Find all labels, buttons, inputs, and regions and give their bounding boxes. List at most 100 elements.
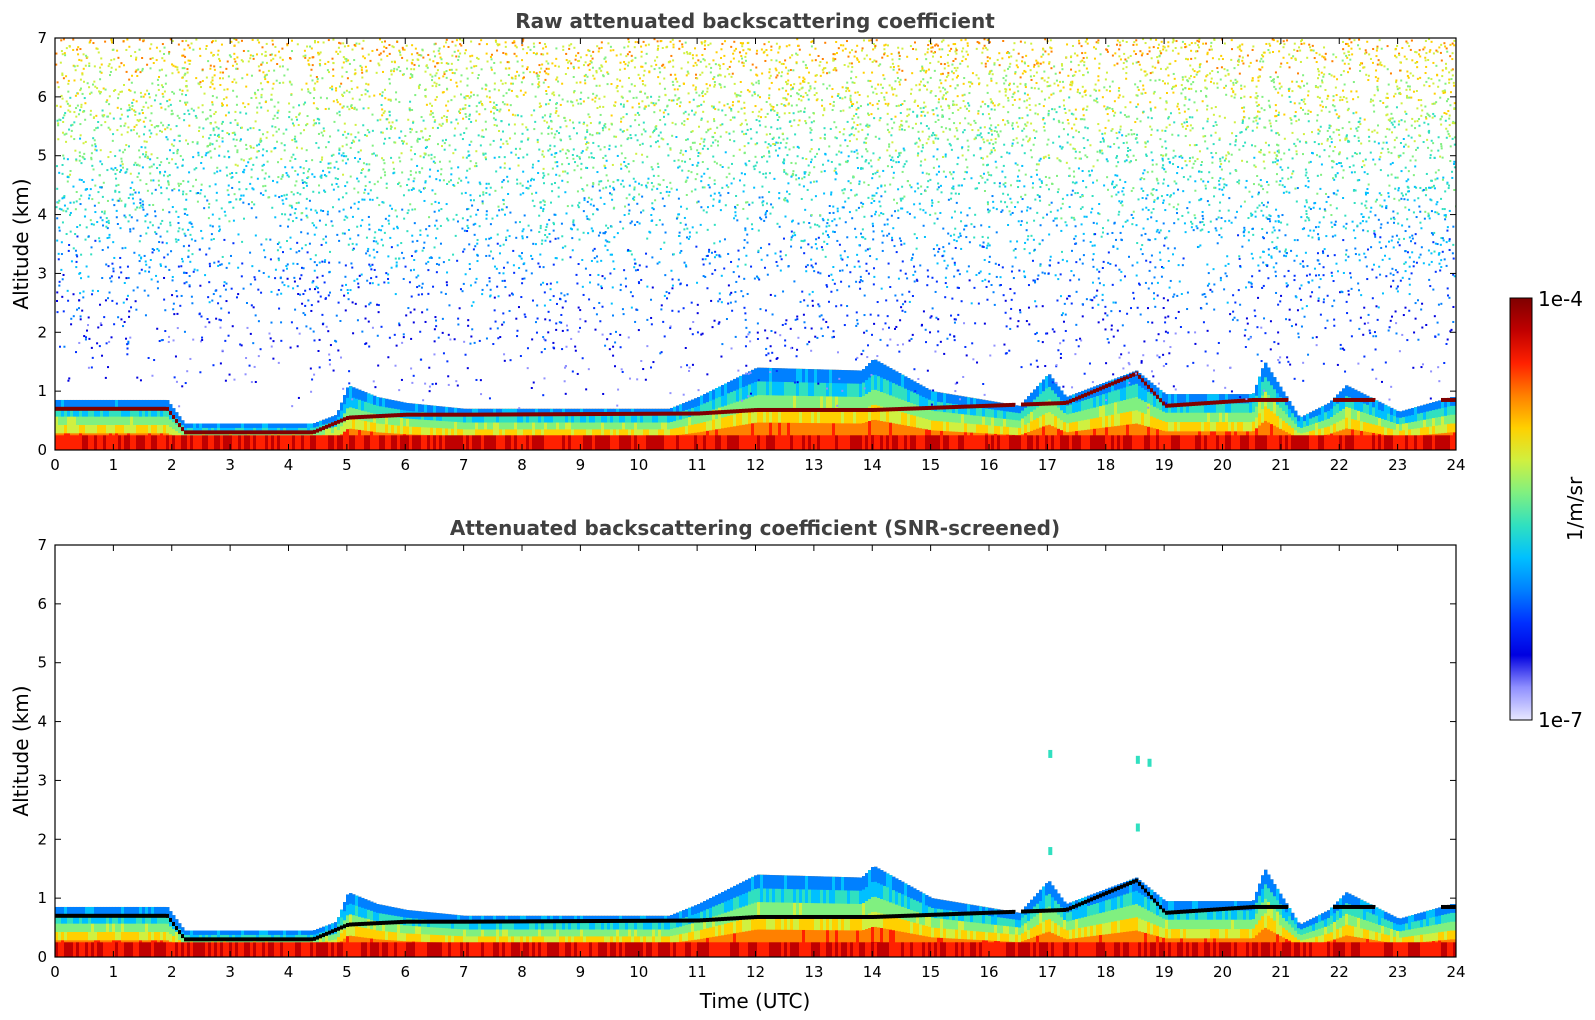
- layer-band: [1198, 403, 1202, 414]
- noise-speck: [479, 100, 482, 103]
- layer-band: [1039, 427, 1043, 440]
- cloud-base-mark: [676, 411, 680, 416]
- layer-band: [1069, 422, 1073, 433]
- layer-band: [760, 395, 764, 410]
- noise-speck: [485, 213, 488, 216]
- layer-band: [514, 415, 518, 424]
- surface-band: [1408, 435, 1412, 450]
- cloud-base-mark: [391, 413, 395, 418]
- layer-band: [622, 415, 626, 424]
- noise-speck: [1354, 253, 1357, 256]
- noise-speck: [317, 146, 320, 149]
- layer-band: [1123, 425, 1127, 439]
- layer-band: [1294, 430, 1298, 438]
- cloud-base-mark: [730, 409, 734, 414]
- noise-speck: [1141, 52, 1144, 55]
- layer-band: [172, 408, 176, 416]
- surface-band: [1411, 435, 1415, 450]
- surface-band: [958, 435, 962, 450]
- noise-speck: [69, 173, 72, 176]
- layer-band: [1096, 417, 1100, 429]
- noise-speck: [1062, 320, 1065, 323]
- noise-speck: [1064, 221, 1067, 224]
- layer-band: [844, 410, 848, 424]
- layer-band: [871, 405, 875, 421]
- layer-band: [1153, 385, 1157, 397]
- noise-speck: [809, 150, 812, 153]
- layer-band: [466, 422, 470, 430]
- layer-band: [1231, 412, 1235, 423]
- cloud-base-mark: [310, 430, 314, 435]
- layer-band: [916, 383, 920, 395]
- layer-band: [736, 401, 740, 415]
- layer-band: [73, 399, 77, 409]
- noise-speck: [937, 118, 940, 121]
- noise-speck: [535, 331, 538, 334]
- layer-band: [142, 424, 146, 434]
- layer-band: [1291, 427, 1295, 436]
- layer-band: [1255, 417, 1259, 429]
- noise-speck: [239, 139, 242, 142]
- layer-band: [88, 416, 92, 426]
- layer-band: [628, 429, 632, 437]
- layer-band: [667, 422, 671, 430]
- cloud-base-mark: [475, 412, 479, 417]
- noise-speck: [1255, 116, 1258, 119]
- cloud-base-mark: [1339, 397, 1343, 402]
- layer-band: [763, 367, 767, 383]
- layer-band: [478, 422, 482, 430]
- surface-band: [811, 435, 815, 450]
- layer-band: [130, 424, 134, 434]
- layer-band: [511, 429, 515, 437]
- noise-speck: [1104, 312, 1107, 315]
- surface-band: [1117, 435, 1121, 450]
- cloud-base-mark: [622, 411, 626, 416]
- noise-speck: [902, 165, 905, 168]
- noise-speck: [223, 281, 226, 284]
- noise-speck: [964, 105, 967, 108]
- noise-speck: [733, 116, 736, 119]
- layer-band: [727, 415, 731, 428]
- layer-band: [640, 429, 644, 437]
- noise-speck: [1081, 315, 1084, 318]
- cloud-base-mark: [895, 407, 899, 412]
- layer-band: [226, 423, 230, 429]
- layer-band: [721, 384, 725, 397]
- layer-band: [130, 408, 134, 418]
- layer-band: [550, 422, 554, 430]
- layer-band: [622, 422, 626, 430]
- layer-band: [1147, 426, 1151, 439]
- noise-speck: [1292, 55, 1295, 58]
- noise-speck: [902, 303, 905, 306]
- noise-speck: [1320, 71, 1323, 74]
- layer-band: [859, 383, 863, 398]
- layer-band: [556, 429, 560, 437]
- cloud-base-mark: [1285, 397, 1289, 402]
- layer-band: [547, 429, 551, 437]
- layer-band: [766, 422, 770, 437]
- cloud-base-mark: [157, 406, 161, 411]
- layer-band: [424, 427, 428, 436]
- noise-speck: [369, 282, 372, 285]
- layer-band: [1216, 412, 1220, 423]
- layer-band: [988, 417, 992, 426]
- noise-speck: [1344, 370, 1347, 373]
- layer-band: [394, 408, 398, 418]
- noise-speck: [101, 109, 104, 112]
- layer-band: [340, 426, 344, 435]
- noise-speck: [626, 100, 629, 103]
- noise-speck: [440, 61, 443, 64]
- layer-band: [169, 404, 173, 413]
- layer-band: [829, 423, 833, 438]
- noise-speck: [343, 45, 346, 48]
- layer-band: [847, 423, 851, 438]
- layer-band: [1432, 410, 1436, 419]
- layer-band: [946, 412, 950, 423]
- layer-band: [169, 427, 173, 436]
- layer-band: [1057, 428, 1061, 440]
- layer-band: [1309, 412, 1313, 420]
- cloud-base-mark: [523, 412, 527, 417]
- noise-speck: [1167, 247, 1170, 250]
- surface-band: [700, 435, 704, 450]
- layer-band: [388, 416, 392, 426]
